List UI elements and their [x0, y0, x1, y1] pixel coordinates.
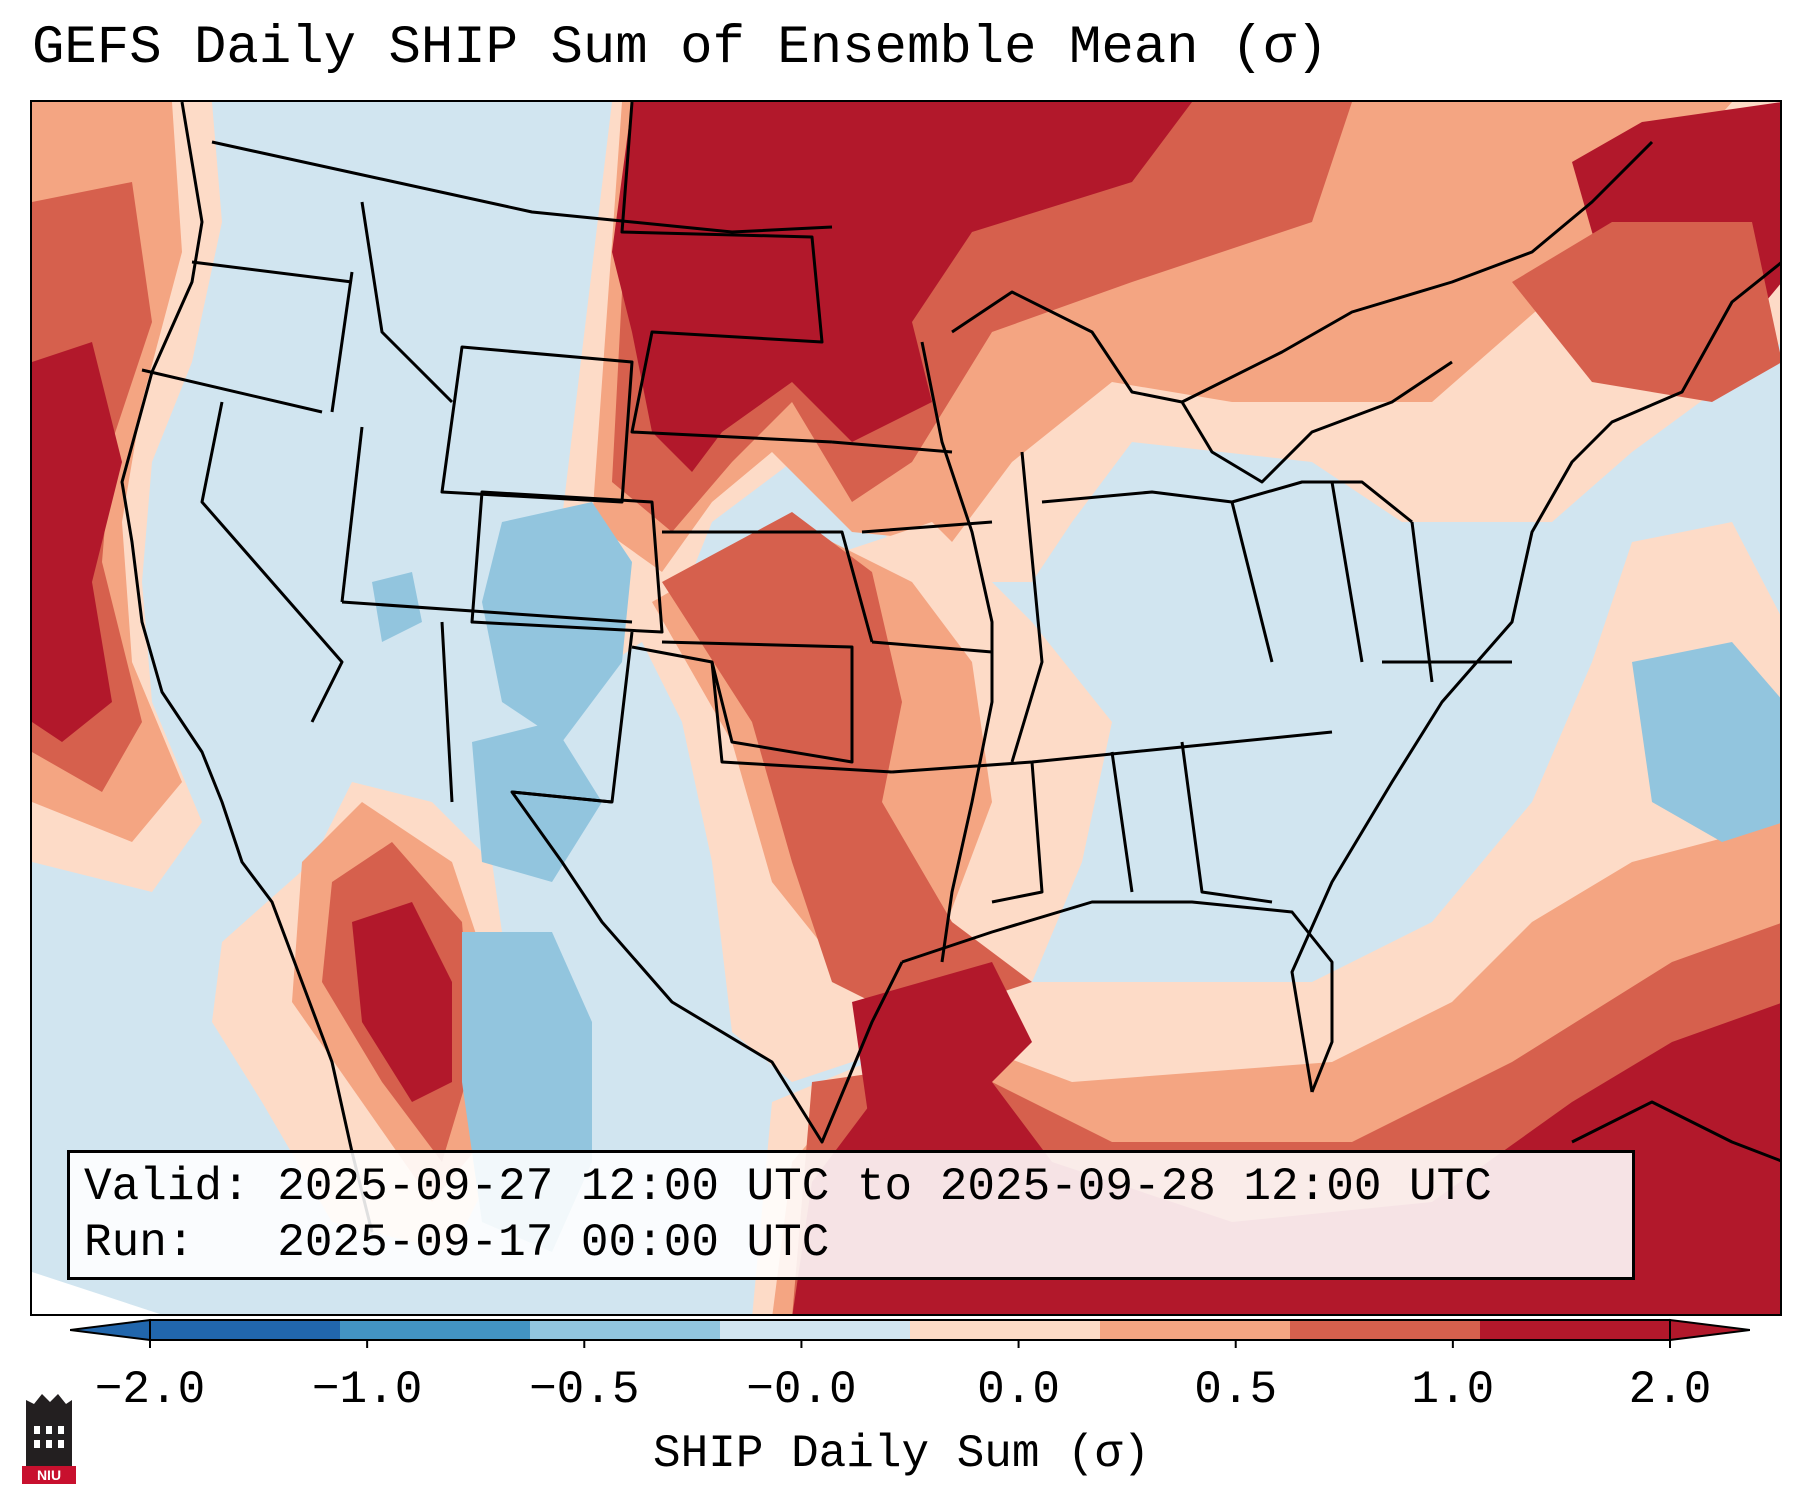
texas-max: [852, 962, 1032, 1142]
colorbar-extend-max: [1669, 1318, 1750, 1342]
wyoming: [440, 345, 634, 504]
colorbar-segment: [1100, 1320, 1291, 1340]
colorbar-tick-label: −2.0: [94, 1364, 206, 1416]
run-label: Run:: [84, 1217, 195, 1269]
oklahoma-texas: [631, 645, 893, 774]
colorbar-segment: [1290, 1320, 1481, 1340]
gulf-coastline: [901, 900, 1334, 1093]
washington-oregon: [191, 260, 353, 284]
colorado: [470, 490, 664, 634]
nevada-utah: [340, 426, 364, 603]
colorbar-tick-label: 0.0: [977, 1364, 1060, 1416]
north-plains-max: [612, 102, 1192, 472]
pacific-coastline: [120, 102, 374, 1233]
colorbar-segment: [720, 1320, 911, 1340]
utah-south: [341, 600, 633, 624]
valid-label: Valid:: [84, 1161, 250, 1213]
great-lakes-region: [951, 290, 1453, 484]
texas-outline: [510, 790, 904, 1144]
valid-run-info-box: Valid: 2025-09-27 12:00 UTC to 2025-09-2…: [67, 1150, 1635, 1280]
dakota-line: [620, 102, 833, 444]
colorbar-extend-min: [70, 1318, 151, 1342]
mississippi-river: [920, 341, 994, 963]
nebraska-kansas: [662, 530, 874, 643]
colorbar-segment: [530, 1320, 721, 1340]
atlantic-negative: [1632, 642, 1780, 842]
run-value: 2025-09-17 00:00 UTC: [277, 1217, 830, 1269]
anomaly-field: [32, 102, 1780, 1314]
colorbar-tick-label: 0.5: [1194, 1364, 1278, 1416]
atlantic-coastline: [1290, 261, 1780, 1093]
colorbar-tick-label: 2.0: [1628, 1364, 1712, 1416]
rockies-negative-1: [482, 502, 632, 742]
oregon-california: [141, 368, 323, 414]
cuba-outline: [1571, 1100, 1780, 1163]
chart-title: GEFS Daily SHIP Sum of Ensemble Mean (σ): [32, 18, 1329, 79]
state-borders: [120, 102, 1780, 1233]
canada-border-west: [211, 140, 833, 234]
colorbar-tick-label: 1.0: [1411, 1364, 1495, 1416]
colorbar-segment: [1480, 1320, 1671, 1340]
canada-border-east: [1181, 140, 1654, 404]
ne-positive: [1512, 222, 1780, 402]
sw-mexico-max: [352, 902, 452, 1102]
east-state-lines: [1230, 481, 1512, 683]
rockies-negative-2: [472, 722, 602, 882]
southeast-lines: [991, 741, 1273, 904]
midwest-lines: [831, 440, 1333, 774]
south-plains-moderate: [662, 512, 1032, 1022]
colorbar-tick-label: −0.5: [529, 1364, 640, 1416]
colorbar-segment: [340, 1320, 531, 1340]
map-svg: [32, 102, 1780, 1314]
colorbar-tick-label: −0.0: [746, 1364, 857, 1416]
colorbar: [70, 1318, 1750, 1348]
nevada: [200, 401, 344, 723]
colorbar-segment: [910, 1320, 1101, 1340]
ohio-valley: [1041, 480, 1413, 524]
projection-mask: [32, 1272, 160, 1314]
colorbar-label: SHIP Daily Sum (σ): [653, 1428, 1150, 1480]
valid-value: 2025-09-27 12:00 UTC to 2025-09-28 12:00…: [277, 1161, 1492, 1213]
pacific-max: [32, 342, 122, 742]
niu-logo: NIU: [22, 1394, 76, 1484]
colorbar-segment: [150, 1320, 341, 1340]
logo-text: NIU: [37, 1467, 61, 1483]
idaho-montana: [360, 201, 454, 404]
colorbar-segments: [70, 1318, 1750, 1342]
map-panel: [30, 100, 1782, 1316]
colorbar-frame: [149, 1319, 1671, 1341]
kansas-oklahoma: [661, 640, 854, 764]
oregon-idaho: [330, 271, 354, 413]
colorbar-tick-label: −1.0: [311, 1364, 423, 1416]
